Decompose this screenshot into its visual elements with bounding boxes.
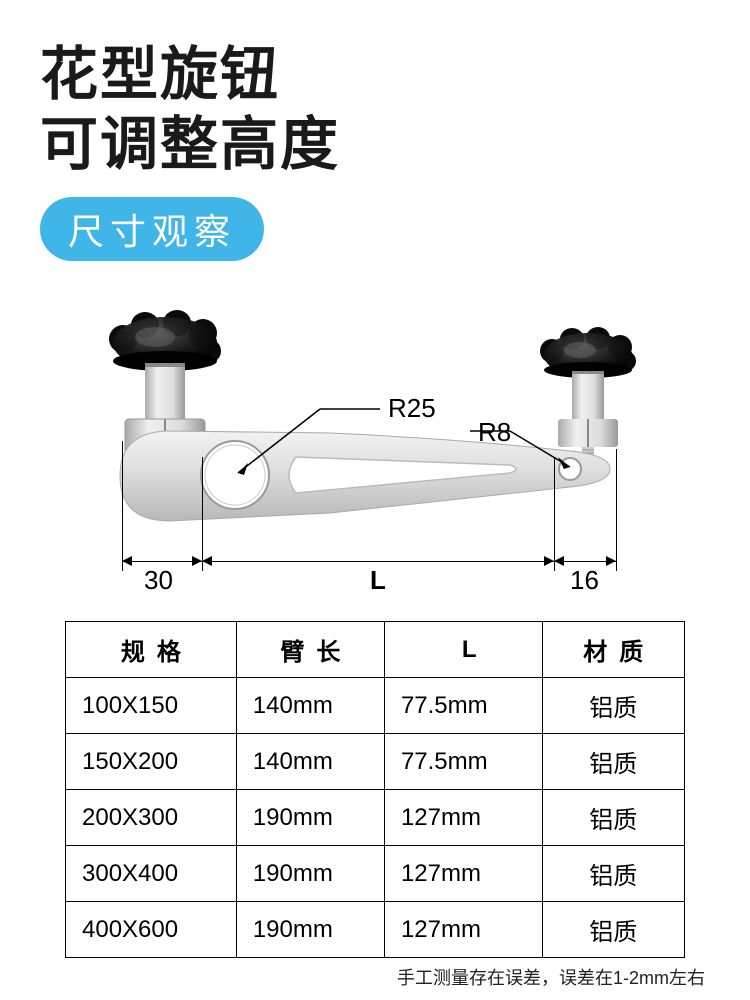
col-spec: 规格: [66, 622, 237, 678]
table-row: 200X300 190mm 127mm 铝质: [66, 790, 685, 846]
label-l: L: [370, 565, 386, 596]
dim-l: [202, 561, 554, 562]
table-body: 100X150 140mm 77.5mm 铝质 150X200 140mm 77…: [66, 678, 685, 958]
spec-table: 规格 臂长 L 材质 100X150 140mm 77.5mm 铝质 150X2…: [65, 621, 685, 958]
ext-line: [616, 449, 617, 571]
label-r25: R25: [388, 393, 436, 424]
label-30: 30: [144, 565, 173, 596]
table-row: 400X600 190mm 127mm 铝质: [66, 902, 685, 958]
col-l: L: [384, 622, 542, 678]
dim-16: [554, 561, 616, 562]
product-diagram: R25 R8 30 L 16: [40, 301, 710, 601]
header: 花型旋钮 可调整高度 尺寸观察: [0, 0, 750, 261]
size-badge: 尺寸观察: [40, 197, 264, 261]
measurement-footnote: 手工测量存在误差，误差在1-2mm左右: [45, 964, 705, 990]
ext-line: [554, 457, 555, 571]
col-material: 材质: [542, 622, 685, 678]
table-row: 100X150 140mm 77.5mm 铝质: [66, 678, 685, 734]
dim-30: [122, 561, 202, 562]
label-r8: R8: [478, 417, 511, 448]
title-line-2: 可调整高度: [40, 110, 710, 180]
table-row: 150X200 140mm 77.5mm 铝质: [66, 734, 685, 790]
table-header-row: 规格 臂长 L 材质: [66, 622, 685, 678]
table-row: 300X400 190mm 127mm 铝质: [66, 846, 685, 902]
col-arm: 臂长: [236, 622, 384, 678]
title-line-1: 花型旋钮: [40, 40, 710, 110]
ext-line: [202, 457, 203, 571]
label-16: 16: [570, 565, 599, 596]
ext-line: [122, 441, 123, 571]
